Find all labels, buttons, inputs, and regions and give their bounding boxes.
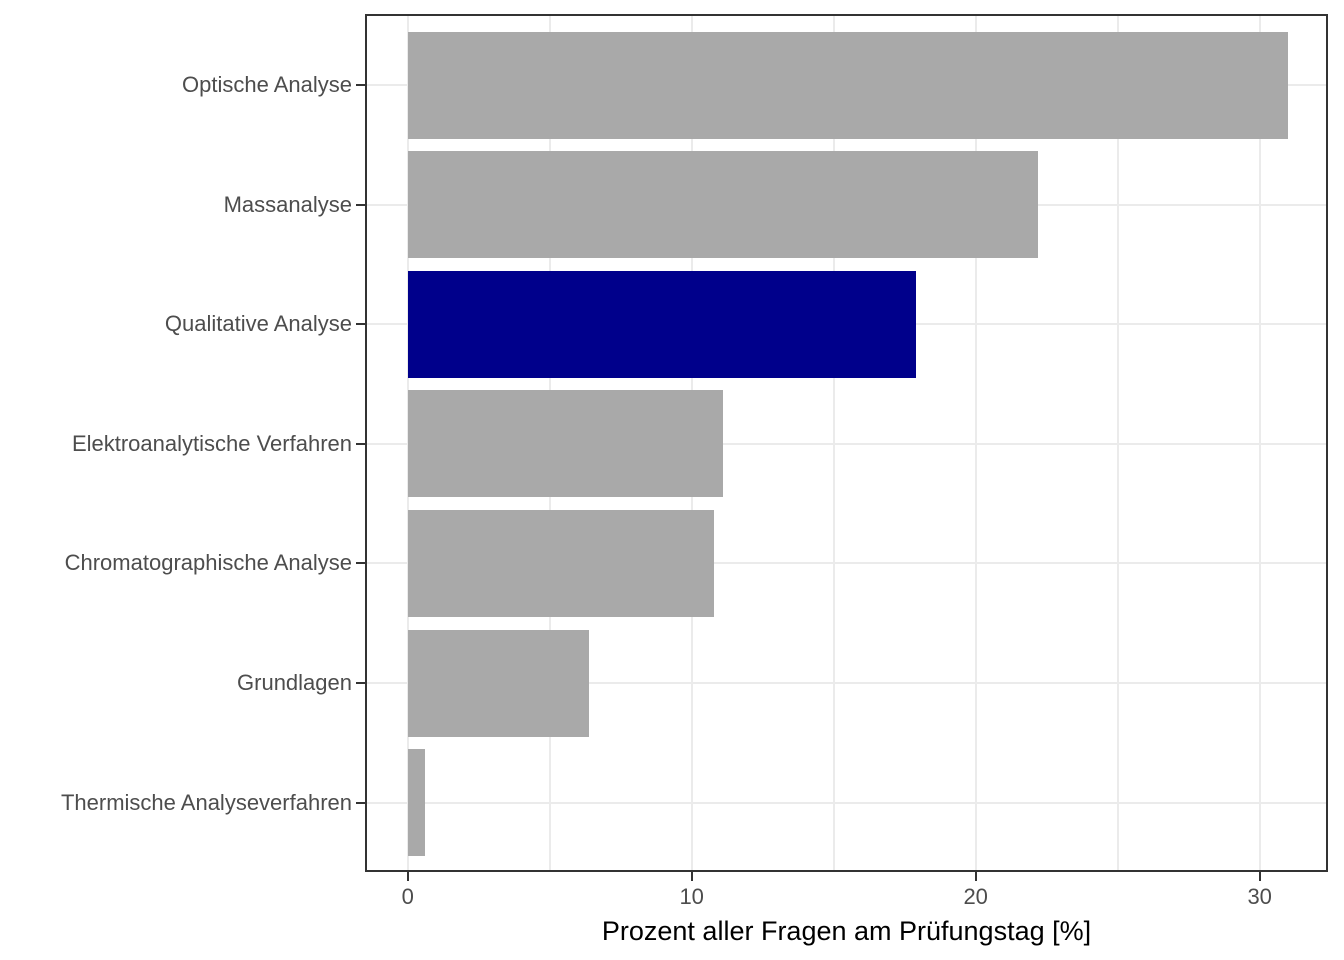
bar xyxy=(407,390,723,498)
y-axis-label: Qualitative Analyse xyxy=(164,311,352,337)
h-gridline xyxy=(367,562,1326,565)
h-gridline xyxy=(367,801,1326,804)
bar xyxy=(407,31,1289,139)
y-axis-label: Elektroanalytische Verfahren xyxy=(71,430,352,456)
x-tick-mark xyxy=(406,872,409,881)
x-tick-mark xyxy=(690,872,693,881)
y-tick-mark xyxy=(356,84,365,86)
x-axis-title: Prozent aller Fragen am Prüfungstag [%] xyxy=(601,916,1092,946)
h-gridline xyxy=(367,442,1326,445)
bar xyxy=(407,151,1039,259)
bar xyxy=(407,749,425,857)
y-axis-label: Optische Analyse xyxy=(182,72,352,97)
v-gridline-major xyxy=(1258,16,1261,870)
bar xyxy=(407,270,917,378)
bar xyxy=(407,509,715,617)
v-gridline-minor xyxy=(832,16,835,870)
h-gridline xyxy=(367,682,1326,684)
x-tick-label: 30 xyxy=(1247,884,1272,909)
y-tick-mark xyxy=(356,323,365,326)
y-axis-label: Massanalyse xyxy=(223,191,352,217)
x-tick-mark xyxy=(1258,872,1261,881)
plot-panel xyxy=(365,14,1328,872)
y-tick-mark xyxy=(356,203,365,206)
y-axis-label: Grundlagen xyxy=(237,670,352,695)
y-tick-mark xyxy=(356,801,365,804)
v-gridline-minor xyxy=(1116,16,1119,870)
y-axis-label: Thermische Analyseverfahren xyxy=(60,789,352,815)
y-tick-mark xyxy=(356,562,365,565)
x-tick-label: 0 xyxy=(401,884,414,909)
y-axis-label: Chromatographische Analyse xyxy=(64,550,352,576)
y-tick-mark xyxy=(356,442,365,445)
x-tick-label: 20 xyxy=(963,884,988,909)
x-tick-mark xyxy=(974,872,977,881)
x-tick-label: 10 xyxy=(679,884,704,909)
v-gridline-major xyxy=(974,16,977,870)
bar xyxy=(407,629,590,737)
y-tick-mark xyxy=(356,682,365,684)
